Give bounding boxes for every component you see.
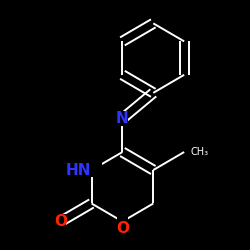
Text: O: O: [116, 222, 129, 236]
Text: HN: HN: [66, 162, 92, 178]
Text: N: N: [116, 111, 129, 126]
Text: O: O: [54, 214, 67, 229]
FancyBboxPatch shape: [117, 214, 128, 228]
FancyBboxPatch shape: [55, 214, 66, 228]
FancyBboxPatch shape: [81, 163, 102, 177]
Text: CH₃: CH₃: [190, 147, 209, 157]
FancyBboxPatch shape: [117, 112, 128, 126]
